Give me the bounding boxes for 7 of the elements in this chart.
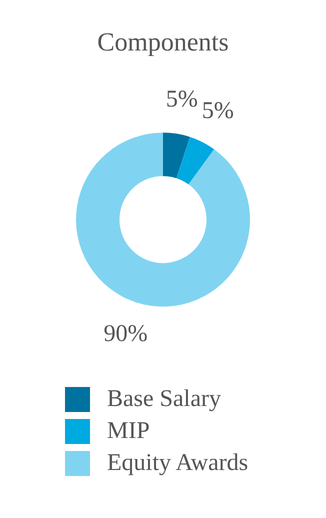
legend-label: Base Salary [107, 386, 221, 412]
data-label: 5% [166, 86, 198, 112]
chart-title: Components [97, 27, 229, 56]
legend-label: Equity Awards [107, 450, 248, 476]
data-label: 5% [202, 98, 234, 124]
data-label: 90% [104, 320, 148, 347]
legend-label: MIP [107, 418, 150, 444]
